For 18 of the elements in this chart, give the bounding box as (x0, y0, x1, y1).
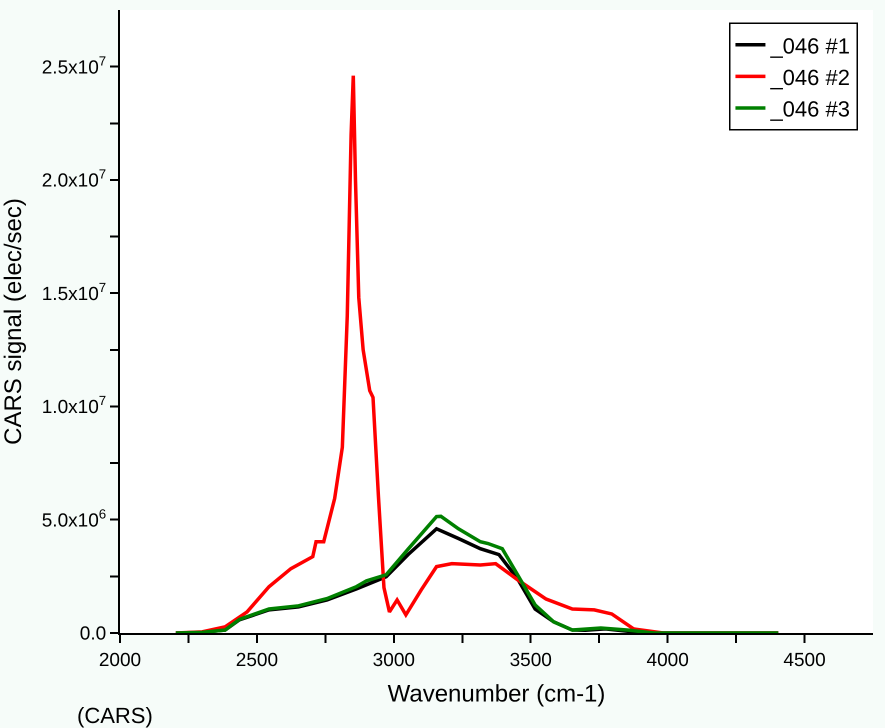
y-tick-label: 0.0 (80, 624, 106, 645)
y-tick-label: 2.5x10$^{7}$ (42, 53, 106, 78)
y-tick-label: 1.5x10$^{7}$ (42, 280, 106, 305)
x-tick-label: 4500 (783, 650, 826, 671)
legend-label: _046 #3 (769, 96, 850, 122)
y-tick-label: 2.0x10$^{7}$ (42, 166, 106, 192)
legend-label: _046 #1 (769, 33, 850, 58)
legend-label: _046 #2 (769, 64, 850, 90)
x-tick-label: 3000 (372, 650, 415, 671)
x-tick-label: 3500 (510, 650, 552, 671)
y-tick-label: 1.0x10$^{7}$ (42, 393, 106, 418)
x-tick-label: 2000 (98, 650, 142, 671)
y-axis-title: CARS signal (elec/sec) (0, 198, 27, 445)
text: (CARS) (77, 703, 153, 728)
x-tick-label: 2500 (236, 650, 278, 671)
y-tick-label: 5.0x10$^{6}$ (42, 506, 106, 532)
x-tick-label: 4000 (646, 650, 689, 671)
x-axis-title: Wavenumber (cm-1) (388, 680, 606, 708)
